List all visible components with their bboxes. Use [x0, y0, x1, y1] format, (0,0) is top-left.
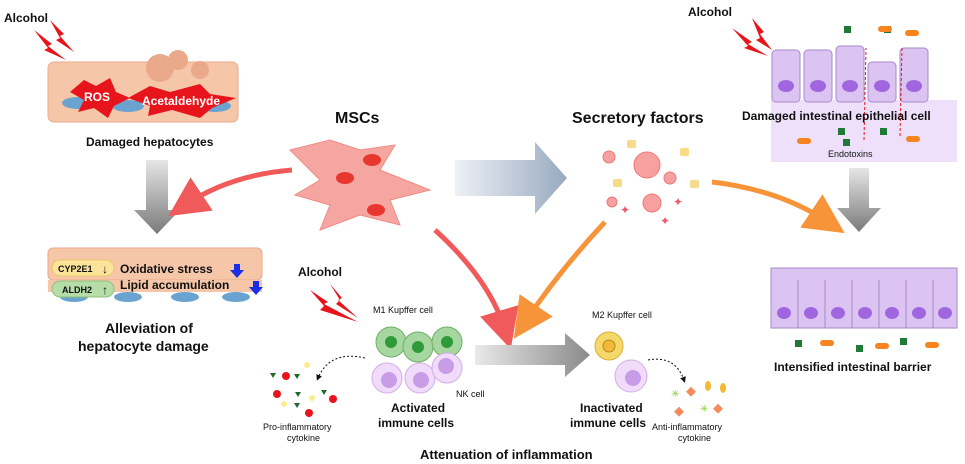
red-arrow-msc-to-inflammation — [433, 228, 519, 350]
orange-arrow-factors-to-barrier — [711, 179, 845, 234]
alcohol-bolt-icon — [34, 20, 74, 60]
anti-inflammatory-label-line2: cytokine — [678, 433, 711, 443]
damaged-hepatocytes-caption: Damaged hepatocytes — [86, 135, 214, 149]
pro-inflammatory-label-line2: cytokine — [287, 433, 320, 443]
activated-label-line1: Activated — [391, 401, 445, 415]
inactivated-label-line1: Inactivated — [580, 401, 643, 415]
svg-text:✦: ✦ — [673, 195, 683, 209]
secretory-factors-label: Secretory factors — [572, 110, 704, 127]
svg-text:✳: ✳ — [671, 389, 679, 400]
attenuation-caption: Attenuation of inflammation — [420, 447, 593, 462]
alcohol-label-inflammation: Alcohol — [298, 265, 342, 279]
cyp2e1-label: CYP2E1 — [58, 264, 93, 274]
ros-label: ROS — [84, 90, 110, 104]
healthy-hepatocytes — [47, 247, 263, 302]
m2-kupffer-label: M2 Kupffer cell — [592, 310, 652, 320]
pro-inflammatory-cytokines — [270, 362, 337, 417]
dotted-arrow-pro-cytokine — [316, 355, 366, 381]
red-arrow-msc-to-hepatocyte — [168, 167, 293, 217]
blue-down-arrow-icon — [230, 264, 244, 278]
alcohol-bolt-icon — [310, 284, 358, 322]
m2-kupffer-cell — [594, 331, 624, 361]
m1-kupffer-label: M1 Kupffer cell — [373, 305, 433, 315]
alcohol-label-top-left: Alcohol — [4, 11, 48, 25]
intensified-intestinal-barrier — [770, 267, 958, 352]
mscs-cells — [289, 139, 432, 231]
anti-inflammatory-cytokines: ✳✳ — [671, 381, 726, 417]
anti-inflammatory-label-line1: Anti-inflammatory — [652, 422, 723, 432]
gray-arrow-down-right — [837, 168, 881, 232]
nk-cell-label: NK cell — [456, 389, 485, 399]
activated-label-line2: immune cells — [378, 416, 454, 430]
acetaldehyde-burst-icon — [128, 84, 236, 118]
damaged-intestinal-epithelium — [771, 26, 957, 162]
damaged-hepatocytes — [34, 20, 239, 123]
acetaldehyde-label: Acetaldehyde — [142, 94, 220, 108]
svg-text:✦: ✦ — [620, 203, 630, 217]
mscs-label: MSCs — [335, 110, 380, 127]
m1-kupffer-cells — [375, 326, 463, 363]
alleviation-caption-line1: Alleviation of — [105, 320, 193, 336]
inactivated-label-line2: immune cells — [570, 416, 646, 430]
aldh2-up-arrow: ↑ — [102, 283, 108, 297]
dotted-arrow-anti-cytokine — [647, 358, 686, 383]
aldh2-label: ALDH2 — [62, 285, 92, 295]
gray-arrow-down-left — [134, 160, 180, 234]
alcohol-label-top-right: Alcohol — [688, 5, 732, 19]
lipid-accumulation-label: Lipid accumulation — [120, 278, 229, 292]
svg-text:✳: ✳ — [700, 404, 708, 415]
cyp2e1-down-arrow: ↓ — [102, 262, 108, 276]
damaged-intestinal-caption: Damaged intestinal epithelial cell — [742, 109, 931, 123]
gray-arrow-right-center — [475, 333, 590, 377]
inactivated-nk-cell — [614, 359, 648, 393]
secretory-factors-particles: ✦✦✦ — [602, 140, 699, 228]
nk-cells — [371, 352, 463, 394]
pro-inflammatory-label-line1: Pro-inflammatory — [263, 422, 332, 432]
blue-arrow-right — [455, 142, 567, 214]
alleviation-caption-line2: hepatocyte damage — [78, 338, 209, 354]
intensified-barrier-caption: Intensified intestinal barrier — [774, 360, 932, 374]
alcohol-bolt-icon — [732, 18, 772, 56]
blue-down-arrow-icon — [249, 281, 263, 295]
oxidative-stress-label: Oxidative stress — [120, 262, 213, 276]
ros-burst-icon — [70, 78, 130, 118]
svg-text:✦: ✦ — [660, 214, 670, 228]
orange-arrow-factors-to-inflammation — [513, 220, 607, 339]
endotoxins-label: Endotoxins — [828, 149, 873, 159]
